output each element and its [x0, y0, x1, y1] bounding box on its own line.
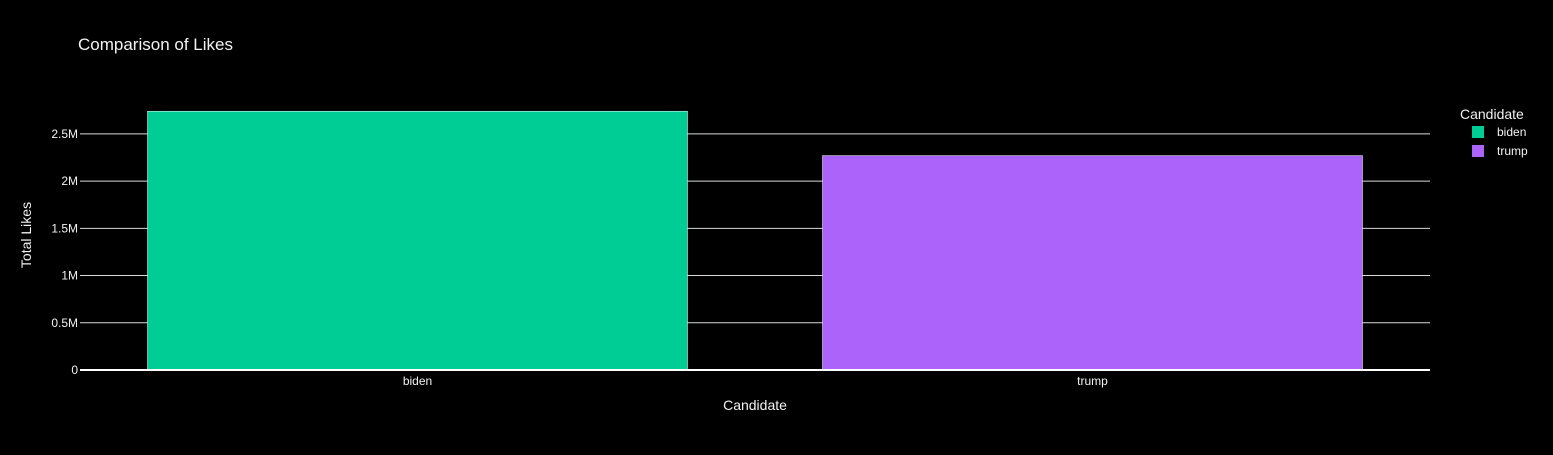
- legend-label-biden[interactable]: biden: [1497, 125, 1526, 139]
- legend-swatch-trump[interactable]: [1472, 145, 1484, 157]
- y-tick-label: 0: [71, 363, 78, 377]
- y-tick-label: 0.5M: [51, 316, 78, 330]
- chart-title: Comparison of Likes: [78, 35, 233, 54]
- legend-title: Candidate: [1460, 106, 1524, 122]
- legend-swatch-biden[interactable]: [1472, 126, 1484, 138]
- x-axis-title: Candidate: [723, 397, 787, 413]
- x-axis-ticks: biden trump: [403, 374, 1108, 388]
- y-tick-label: 2M: [61, 174, 78, 188]
- legend: Candidate biden trump: [1460, 106, 1528, 158]
- x-tick-label-biden: biden: [403, 374, 432, 388]
- legend-label-trump[interactable]: trump: [1497, 144, 1528, 158]
- y-axis-title: Total Likes: [18, 202, 34, 268]
- y-axis-ticks: 0 0.5M 1M 1.5M 2M 2.5M: [51, 127, 78, 377]
- bars: [147, 110, 1363, 371]
- bar-trump[interactable]: [822, 155, 1363, 371]
- x-tick-label-trump: trump: [1077, 374, 1108, 388]
- bar-biden[interactable]: [147, 110, 688, 371]
- y-tick-label: 1M: [61, 269, 78, 283]
- y-tick-label: 1.5M: [51, 221, 78, 235]
- y-tick-label: 2.5M: [51, 127, 78, 141]
